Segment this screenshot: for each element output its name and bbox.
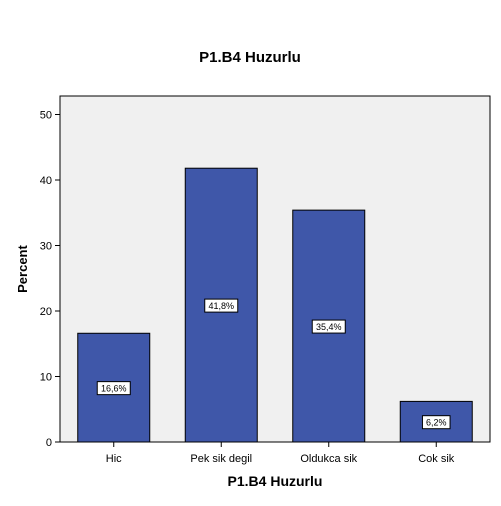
y-tick-label: 10 — [40, 372, 52, 384]
data-label: 41,8% — [208, 301, 234, 311]
y-tick-label: 0 — [46, 437, 52, 449]
x-tick-label: Oldukca sik — [300, 453, 357, 465]
data-label: 6,2% — [426, 418, 447, 428]
data-label-box — [204, 298, 239, 313]
x-tick-label: Pek sik degil — [190, 453, 252, 465]
x-tick-label: Cok sik — [418, 453, 455, 465]
data-label: 35,4% — [316, 322, 342, 332]
x-axis-tick-labels: Hic Pek sik degil Oldukca sik Cok sik — [106, 442, 455, 465]
x-tick-label: Hic — [106, 453, 122, 465]
data-label-box — [96, 381, 131, 396]
chart-title: P1.B4 Huzurlu — [199, 49, 301, 66]
y-tick-label: 50 — [40, 110, 52, 122]
data-label-box — [311, 319, 346, 334]
bars-layer: 16,6% 41,8% 35,4% 6,2% — [77, 167, 473, 443]
y-tick-label: 30 — [40, 241, 52, 253]
y-axis-label: Percent — [15, 244, 30, 292]
x-axis-label: P1.B4 Huzurlu — [228, 473, 323, 489]
y-tick-label: 20 — [40, 306, 52, 318]
y-tick-label: 40 — [40, 175, 52, 187]
data-label-box — [421, 415, 451, 430]
y-axis-ticks: 0 10 20 30 40 50 — [40, 110, 60, 449]
data-label: 16,6% — [101, 384, 127, 394]
